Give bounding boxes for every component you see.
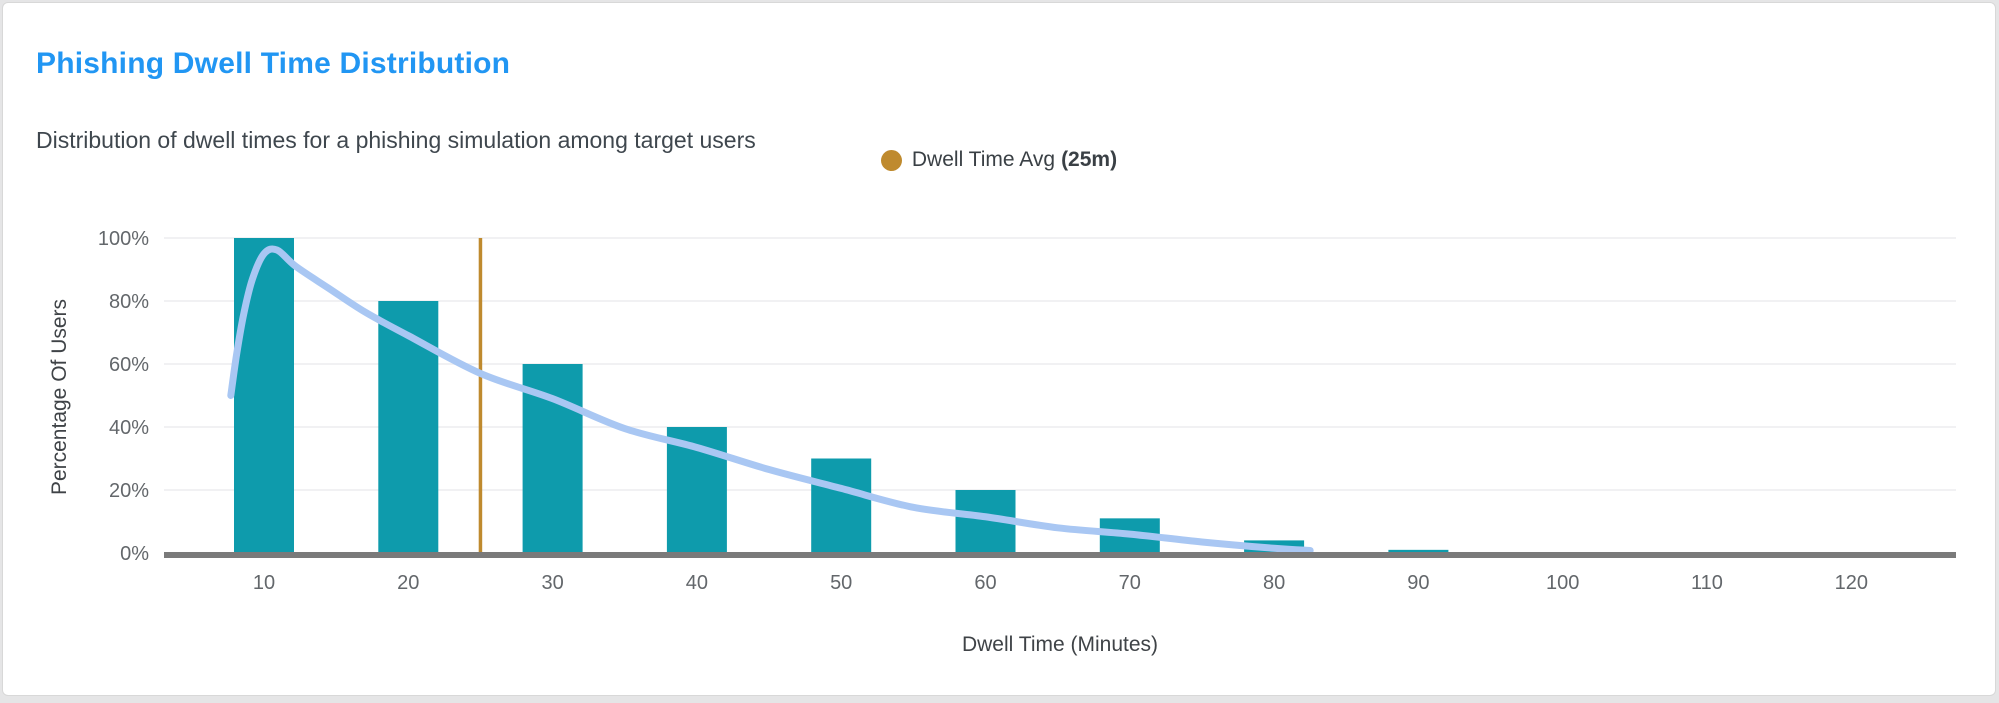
y-tick-label-0: 0% bbox=[120, 543, 149, 565]
x-tick-label-120: 120 bbox=[1835, 572, 1868, 594]
x-tick-label-110: 110 bbox=[1691, 572, 1723, 594]
x-tick-label-90: 90 bbox=[1407, 572, 1429, 594]
x-tick-label-50: 50 bbox=[830, 572, 852, 594]
bar-10[interactable] bbox=[234, 238, 294, 553]
legend-marker-icon bbox=[880, 149, 902, 171]
x-tick-label-80: 80 bbox=[1263, 572, 1285, 594]
legend-text: Dwell Time Avg (25m) bbox=[912, 148, 1117, 172]
legend-dwell-time-avg[interactable]: Dwell Time Avg (25m) bbox=[3, 144, 1995, 176]
legend-value: (25m) bbox=[1061, 148, 1118, 171]
x-tick-label-70: 70 bbox=[1119, 572, 1141, 594]
legend-label: Dwell Time Avg bbox=[911, 148, 1056, 171]
x-tick-label-30: 30 bbox=[541, 572, 563, 594]
y-tick-label-20: 20% bbox=[109, 480, 149, 502]
x-axis-title: Dwell Time (Minutes) bbox=[962, 633, 1158, 656]
chart-canvas: 0% 20% 40% 60% 80% 100% 10 20 30 40 50 60 70 80 90 100 1… bbox=[48, 228, 1956, 656]
trend-curve-line[interactable] bbox=[227, 245, 1314, 554]
y-tick-label-40: 40% bbox=[109, 417, 149, 439]
bar-90[interactable] bbox=[1388, 549, 1449, 553]
x-tick-label-40: 40 bbox=[686, 572, 708, 594]
y-tick-label-100: 100% bbox=[98, 228, 149, 250]
page-subtitle: Distribution of dwell times for a phishi… bbox=[36, 127, 756, 153]
x-tick-label-10: 10 bbox=[253, 572, 275, 594]
y-tick-label-60: 60% bbox=[109, 354, 149, 376]
page-title: Phishing Dwell Time Distribution bbox=[36, 47, 511, 80]
x-tick-label-60: 60 bbox=[974, 572, 996, 594]
x-tick-label-100: 100 bbox=[1546, 572, 1579, 594]
y-tick-label-80: 80% bbox=[109, 291, 149, 313]
y-axis-title: Percentage Of Users bbox=[48, 299, 71, 495]
bar-50[interactable] bbox=[811, 458, 872, 554]
x-tick-label-20: 20 bbox=[397, 572, 419, 594]
